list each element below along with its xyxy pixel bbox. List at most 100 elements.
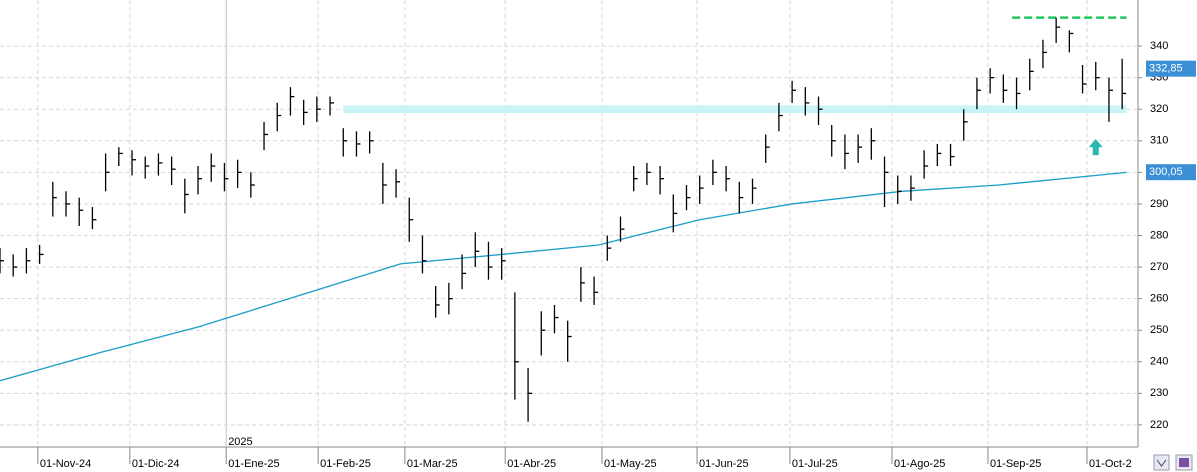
x-tick-label: 01-Sep-25 [990, 458, 1041, 470]
last-value-label: 300,05 [1149, 166, 1183, 178]
price-bar [514, 292, 519, 400]
save-icon [1179, 458, 1189, 467]
price-bar [487, 241, 493, 280]
last-value-box [1146, 60, 1196, 77]
y-tick-label: 270 [1150, 261, 1168, 273]
price-bar [144, 156, 150, 179]
price-bar [804, 87, 810, 116]
price-bar [883, 156, 889, 208]
price-bar [408, 197, 414, 242]
price-bar [131, 150, 137, 176]
price-bar [1095, 61, 1100, 91]
price-bar [553, 304, 559, 334]
y-tick-label: 260 [1150, 293, 1168, 305]
price-bar [302, 99, 308, 126]
price-bar [250, 172, 255, 198]
price-bar [619, 216, 625, 242]
x-tick-label: 01-Dic-24 [132, 458, 180, 470]
price-bar [580, 267, 585, 302]
x-tick-label: 01-Abr-25 [507, 458, 556, 470]
price-bar [976, 77, 981, 110]
price-bar [382, 162, 387, 204]
price-bar [104, 153, 110, 192]
x-tick-label: 01-Nov-24 [40, 458, 91, 470]
price-bar [210, 153, 216, 182]
x-tick-label: 01-Jul-25 [792, 458, 838, 470]
price-bar [329, 96, 335, 116]
moving-average [0, 171, 1127, 382]
price-bar [369, 131, 374, 154]
x-tick-label: 01-May-25 [604, 458, 657, 470]
price-bar [91, 207, 97, 230]
y-tick-label: 230 [1150, 387, 1168, 399]
resistance-band [343, 105, 1127, 114]
x-tick-label: 01-Jun-25 [699, 458, 749, 470]
price-bar [936, 143, 942, 167]
y-tick-label: 310 [1150, 135, 1168, 147]
price-bar [844, 134, 849, 170]
collapse-button[interactable] [1153, 454, 1170, 471]
price-bar [1002, 74, 1008, 103]
price-bar [38, 244, 44, 264]
price-bar [25, 248, 31, 274]
year-label: 2025 [228, 436, 252, 448]
price-bar [593, 276, 599, 305]
price-bar [435, 286, 440, 318]
up-arrow [1088, 139, 1103, 156]
price-bar [65, 191, 71, 217]
price-bar [223, 162, 229, 192]
price-bar [685, 184, 691, 211]
price-bar [1081, 65, 1087, 94]
price-bar [118, 147, 123, 167]
price-bar [276, 102, 282, 132]
last-value-label: 332,85 [1149, 63, 1183, 75]
price-bar [316, 96, 321, 122]
price-bar [870, 128, 876, 160]
price-bar [765, 134, 770, 163]
y-tick-label: 240 [1150, 356, 1168, 368]
price-bar [0, 248, 4, 274]
price-bar [1029, 58, 1034, 91]
price-bar [817, 96, 823, 126]
price-bar [236, 159, 242, 189]
price-bar [646, 162, 651, 185]
price-bar [461, 254, 467, 290]
price-bar [448, 282, 453, 315]
price-bar [421, 235, 427, 274]
price-bar [263, 121, 269, 151]
price-bar [923, 150, 929, 179]
price-bar [52, 181, 57, 217]
price-bar [778, 102, 783, 132]
price-bar [12, 254, 18, 277]
y-tick-label: 280 [1150, 229, 1168, 241]
price-bar [501, 248, 506, 280]
price-bar [897, 175, 902, 204]
price-bar [963, 109, 968, 141]
price-bar [725, 166, 731, 192]
price-bar [910, 175, 915, 201]
price-bar [791, 80, 797, 103]
price-bar [659, 166, 665, 195]
price-bar [197, 166, 203, 195]
price-bar [474, 232, 480, 268]
price-bar [1108, 77, 1113, 122]
price-bar [751, 178, 757, 204]
price-bar [527, 368, 533, 422]
price-bar [355, 131, 361, 157]
y-tick-label: 340 [1150, 40, 1168, 52]
price-bar [1042, 39, 1047, 69]
last-value-box [1146, 164, 1196, 181]
x-tick-label: 01-Ago-25 [894, 458, 945, 470]
price-bar [738, 181, 744, 214]
y-tick-label: 220 [1150, 419, 1168, 431]
price-bar [157, 153, 163, 176]
y-tick-label: 250 [1150, 324, 1168, 336]
price-bar [540, 311, 546, 356]
x-tick-label: 01-Oct-2 [1089, 458, 1132, 470]
price-bar [606, 235, 612, 261]
price-bar [567, 320, 572, 362]
x-tick-label: 01-Ene-25 [228, 458, 279, 470]
collapse-icon [1156, 459, 1167, 467]
